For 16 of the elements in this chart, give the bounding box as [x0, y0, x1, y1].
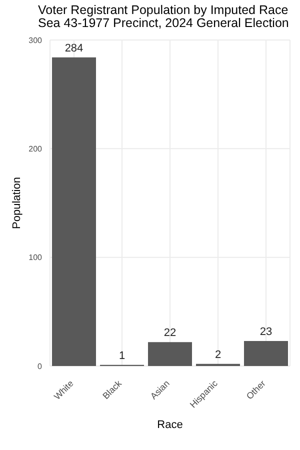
- y-tick-label: 0: [38, 362, 43, 371]
- y-tick-label: 300: [28, 36, 43, 45]
- data-label: 2: [214, 348, 222, 361]
- data-label: 22: [164, 327, 176, 340]
- bar: [52, 57, 96, 366]
- y-tick-label: 200: [28, 144, 43, 154]
- y-axis-title: Population: [10, 177, 23, 229]
- chart-title: Voter Registrant Population by Imputed Race: [38, 3, 290, 17]
- chart-subtitle: Sea 43-1977 Precinct, 2024 General Election: [38, 16, 290, 30]
- bar: [244, 341, 288, 366]
- bar: [148, 342, 192, 366]
- y-tick-label: 100: [28, 253, 43, 262]
- data-label: 1: [118, 350, 126, 362]
- data-label: 284: [64, 42, 84, 54]
- data-label: 23: [260, 326, 272, 338]
- x-axis-title: Race: [157, 419, 183, 431]
